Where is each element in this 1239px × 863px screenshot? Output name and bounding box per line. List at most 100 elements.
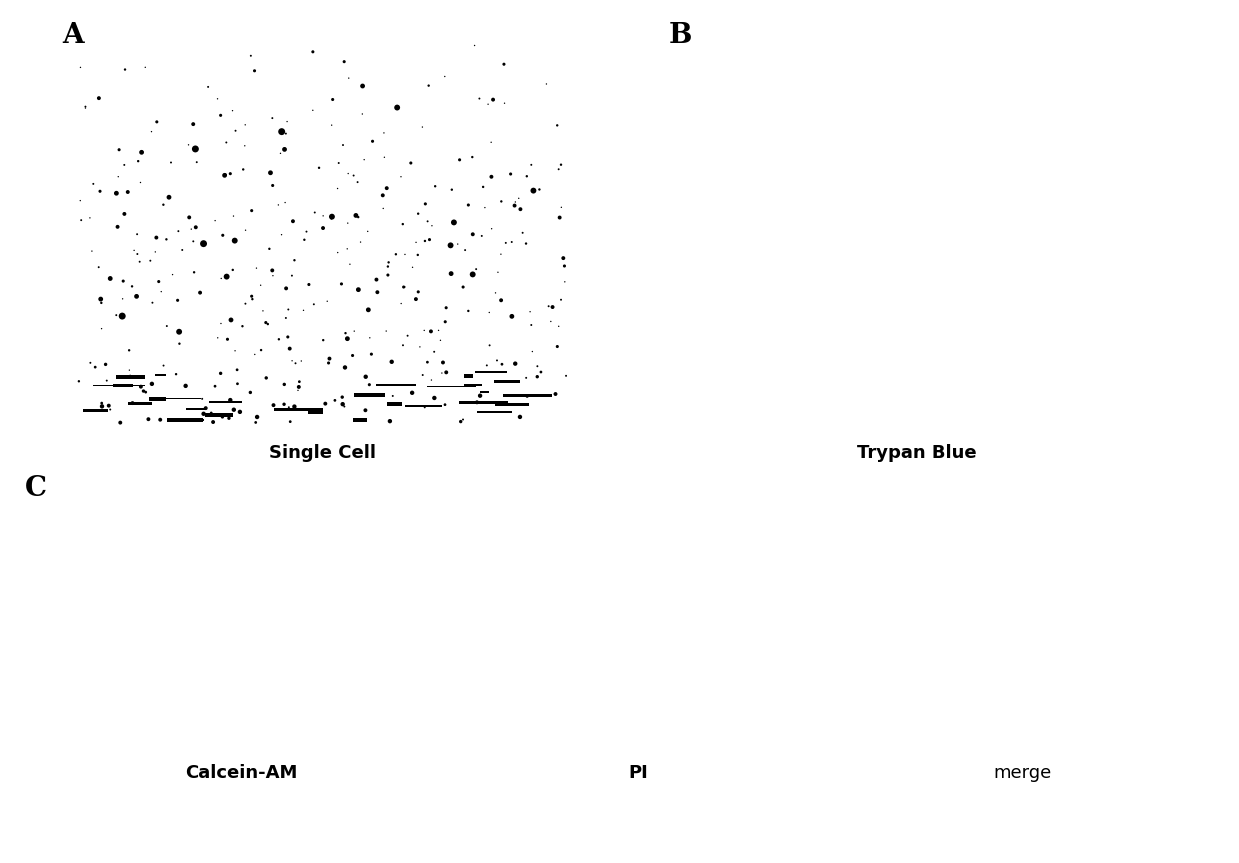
Point (71, 60, 90, 74)
Bar (155, 375, 166, 376)
Point (186, 220, 206, 234)
Point (92, 296, 112, 310)
Point (126, 289, 146, 303)
Point (867, 185, 887, 198)
Point (221, 313, 240, 327)
Point (753, 118, 773, 132)
Point (110, 416, 130, 430)
Point (276, 311, 296, 324)
Point (131, 380, 151, 394)
Point (225, 343, 245, 357)
Point (395, 248, 415, 261)
Point (203, 415, 223, 429)
Point (208, 91, 228, 105)
Point (373, 188, 393, 202)
Point (394, 280, 414, 294)
Point (466, 262, 486, 276)
Point (344, 324, 364, 338)
Point (156, 232, 176, 246)
Point (196, 401, 216, 415)
Point (263, 111, 282, 125)
Point (321, 212, 341, 226)
Point (378, 268, 398, 282)
Point (304, 298, 323, 312)
Point (377, 324, 396, 338)
Point (328, 246, 348, 260)
Point (142, 377, 162, 391)
Point (436, 365, 456, 379)
Point (280, 342, 300, 356)
Point (475, 201, 494, 215)
Point (92, 322, 112, 336)
Point (185, 266, 204, 280)
Point (313, 209, 333, 223)
Point (368, 286, 388, 299)
Point (81, 356, 100, 369)
Point (435, 398, 455, 412)
Point (483, 92, 503, 106)
Point (76, 101, 95, 115)
Point (424, 345, 444, 359)
Point (528, 370, 548, 384)
Point (136, 385, 156, 399)
Text: merge: merge (992, 764, 1052, 782)
Point (85, 360, 105, 374)
Point (492, 357, 512, 371)
Point (555, 259, 575, 273)
Point (403, 261, 422, 274)
Point (286, 356, 306, 370)
Point (398, 329, 418, 343)
Point (549, 319, 569, 333)
Point (279, 400, 299, 414)
Point (213, 410, 233, 424)
Point (539, 299, 559, 313)
Point (151, 285, 171, 299)
Point (320, 352, 339, 366)
Bar (405, 406, 441, 407)
Point (358, 224, 378, 238)
Point (463, 268, 483, 281)
Point (413, 369, 432, 382)
Point (415, 197, 435, 211)
Point (147, 115, 167, 129)
Point (536, 77, 556, 91)
Point (211, 109, 230, 123)
Point (76, 100, 95, 114)
Point (453, 280, 473, 294)
Bar (353, 419, 367, 421)
Text: A: A (62, 22, 83, 48)
Point (441, 238, 461, 252)
Point (425, 391, 445, 405)
Point (430, 333, 450, 347)
Point (258, 318, 278, 331)
Point (123, 396, 142, 410)
Point (494, 57, 514, 71)
Point (172, 243, 192, 257)
Point (506, 356, 525, 370)
Point (392, 170, 411, 184)
Point (528, 359, 548, 373)
Bar (458, 401, 508, 404)
Point (343, 349, 363, 362)
Bar (309, 411, 322, 414)
Point (422, 219, 442, 233)
Point (409, 285, 429, 299)
Bar (204, 413, 233, 418)
Point (113, 274, 133, 288)
Point (543, 300, 563, 314)
Point (90, 293, 110, 306)
Point (550, 211, 570, 224)
Point (119, 343, 139, 357)
Point (337, 242, 357, 255)
Point (348, 211, 368, 224)
Point (359, 378, 379, 392)
Point (510, 410, 530, 424)
Point (458, 304, 478, 318)
Point (517, 371, 536, 385)
Point (932, 251, 952, 265)
Point (367, 273, 387, 287)
Point (409, 207, 429, 221)
Point (242, 204, 261, 217)
Point (317, 294, 337, 308)
Point (141, 125, 161, 139)
